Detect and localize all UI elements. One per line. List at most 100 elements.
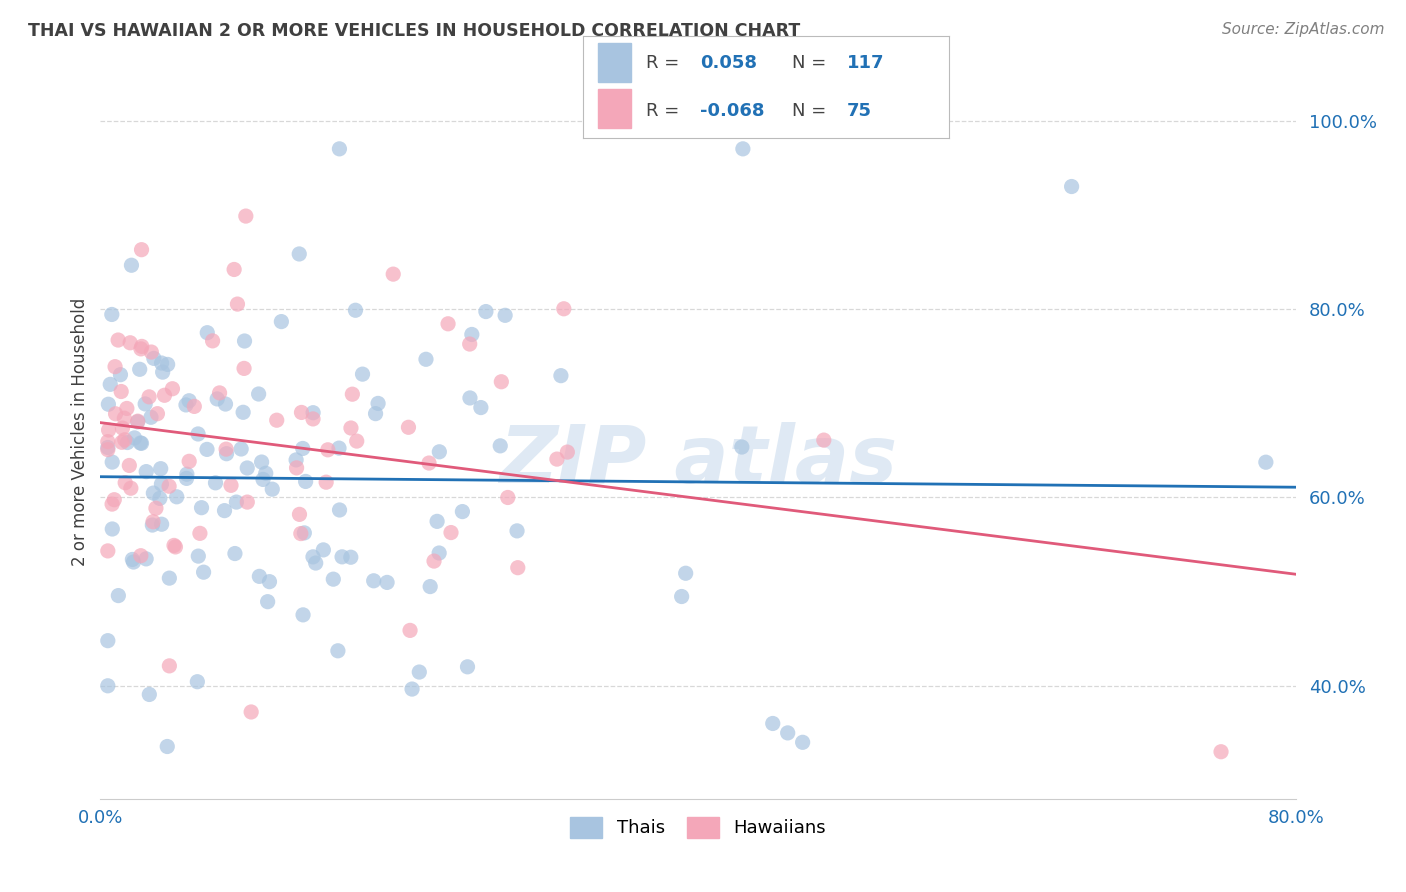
Hawaiians bbox=[145, 501, 167, 516]
Thais bbox=[328, 441, 350, 455]
Thais bbox=[352, 367, 374, 381]
Hawaiians bbox=[235, 209, 257, 223]
Hawaiians bbox=[141, 345, 163, 359]
Hawaiians bbox=[557, 445, 579, 459]
Hawaiians bbox=[131, 243, 153, 257]
Thais bbox=[150, 356, 173, 370]
Hawaiians bbox=[120, 335, 142, 350]
Thais bbox=[193, 565, 215, 579]
Hawaiians bbox=[215, 442, 238, 457]
Thais bbox=[292, 607, 315, 622]
Hawaiians bbox=[813, 433, 835, 447]
Thais bbox=[225, 495, 247, 509]
Thais bbox=[675, 566, 697, 581]
Hawaiians bbox=[138, 390, 160, 404]
Thais bbox=[291, 442, 314, 456]
Thais bbox=[489, 439, 512, 453]
Thais bbox=[408, 665, 430, 679]
Hawaiians bbox=[236, 495, 259, 509]
Thais bbox=[461, 327, 484, 342]
Text: N =: N = bbox=[792, 102, 832, 120]
Hawaiians bbox=[114, 475, 136, 490]
Thais bbox=[344, 303, 367, 318]
Thais bbox=[415, 352, 437, 367]
Thais bbox=[470, 401, 492, 415]
Hawaiians bbox=[201, 334, 224, 348]
Thais bbox=[494, 309, 516, 323]
Hawaiians bbox=[1209, 745, 1232, 759]
Hawaiians bbox=[340, 421, 363, 435]
Thais bbox=[174, 398, 197, 412]
Thais bbox=[671, 590, 693, 604]
Text: Source: ZipAtlas.com: Source: ZipAtlas.com bbox=[1222, 22, 1385, 37]
Thais bbox=[214, 503, 236, 517]
Hawaiians bbox=[111, 421, 134, 435]
Thais bbox=[166, 490, 188, 504]
Thais bbox=[292, 525, 315, 540]
Thais bbox=[141, 518, 163, 533]
Thais bbox=[195, 326, 218, 340]
Text: R =: R = bbox=[645, 102, 685, 120]
Thais bbox=[375, 575, 398, 590]
Hawaiians bbox=[316, 442, 339, 457]
Thais bbox=[117, 435, 139, 450]
Thais bbox=[176, 471, 198, 485]
Hawaiians bbox=[129, 342, 152, 356]
Hawaiians bbox=[240, 705, 263, 719]
Hawaiians bbox=[107, 333, 129, 347]
Hawaiians bbox=[112, 411, 135, 425]
Thais bbox=[731, 440, 754, 454]
Hawaiians bbox=[226, 297, 249, 311]
Thais bbox=[364, 407, 387, 421]
Thais bbox=[1254, 455, 1277, 469]
Hawaiians bbox=[101, 497, 124, 511]
Text: -0.068: -0.068 bbox=[700, 102, 765, 120]
Hawaiians bbox=[224, 262, 246, 277]
Thais bbox=[259, 574, 281, 589]
Thais bbox=[128, 362, 150, 376]
Thais bbox=[294, 475, 316, 489]
Thais bbox=[101, 308, 124, 322]
Hawaiians bbox=[266, 413, 288, 427]
Thais bbox=[247, 387, 270, 401]
Thais bbox=[187, 549, 209, 563]
Thais bbox=[195, 442, 218, 457]
Thais bbox=[367, 396, 389, 410]
Hawaiians bbox=[111, 435, 134, 450]
Hawaiians bbox=[142, 515, 165, 529]
Hawaiians bbox=[97, 434, 120, 449]
Hawaiians bbox=[165, 540, 187, 554]
Hawaiians bbox=[491, 375, 513, 389]
Thais bbox=[340, 550, 363, 565]
Thais bbox=[252, 472, 274, 486]
Thais bbox=[1060, 179, 1083, 194]
Hawaiians bbox=[183, 400, 205, 414]
Thais bbox=[302, 549, 325, 564]
Thais bbox=[451, 505, 474, 519]
Thais bbox=[149, 491, 172, 506]
Thais bbox=[149, 461, 172, 475]
Thais bbox=[401, 681, 423, 696]
Thais bbox=[150, 477, 173, 491]
Thais bbox=[285, 453, 308, 467]
Text: 117: 117 bbox=[846, 54, 884, 72]
Hawaiians bbox=[399, 624, 422, 638]
Hawaiians bbox=[437, 317, 460, 331]
Hawaiians bbox=[546, 452, 568, 467]
Y-axis label: 2 or more Vehicles in Household: 2 or more Vehicles in Household bbox=[72, 297, 89, 566]
Hawaiians bbox=[398, 420, 420, 434]
Thais bbox=[135, 552, 157, 566]
Hawaiians bbox=[103, 492, 125, 507]
Thais bbox=[97, 679, 120, 693]
Thais bbox=[247, 569, 270, 583]
Text: THAI VS HAWAIIAN 2 OR MORE VEHICLES IN HOUSEHOLD CORRELATION CHART: THAI VS HAWAIIAN 2 OR MORE VEHICLES IN H… bbox=[28, 22, 800, 40]
Hawaiians bbox=[104, 407, 127, 421]
Thais bbox=[236, 461, 259, 475]
Thais bbox=[231, 442, 253, 456]
Thais bbox=[475, 304, 498, 318]
Thais bbox=[762, 716, 785, 731]
Hawaiians bbox=[208, 385, 231, 400]
Hawaiians bbox=[118, 458, 141, 473]
Thais bbox=[204, 475, 226, 490]
Thais bbox=[776, 726, 799, 740]
